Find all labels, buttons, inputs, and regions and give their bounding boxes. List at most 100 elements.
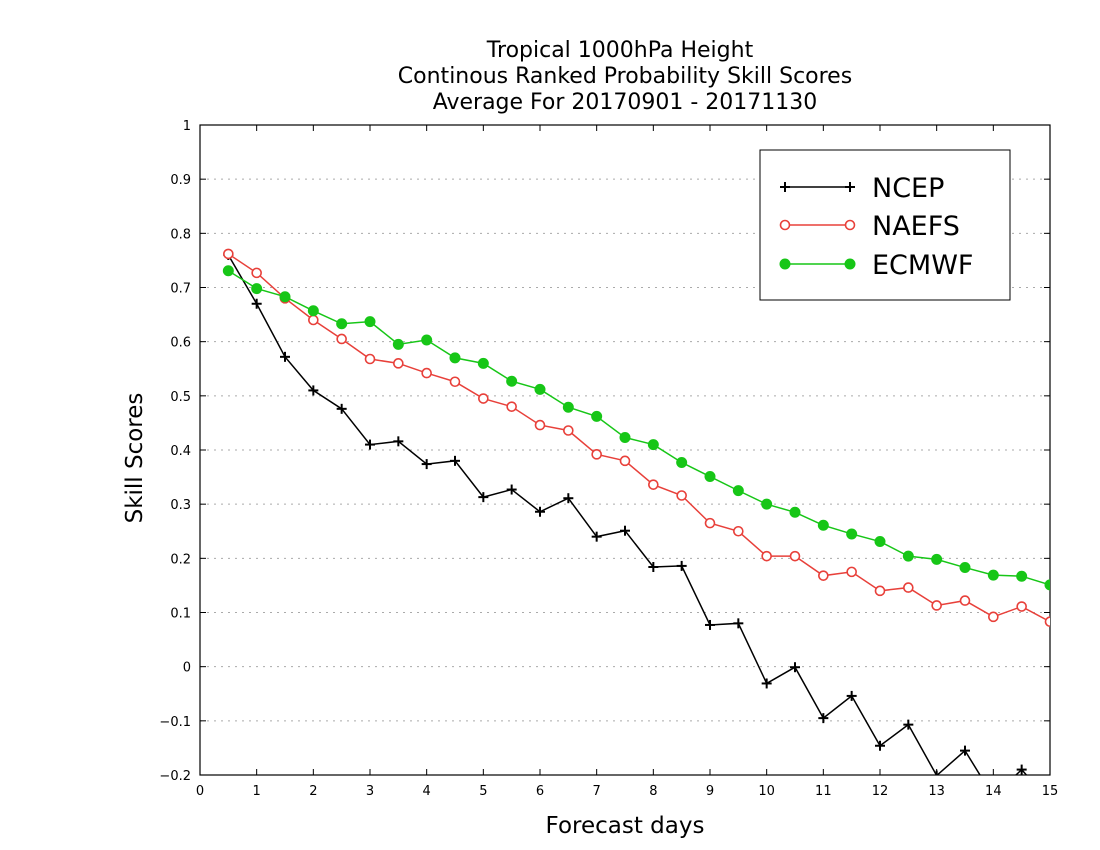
data-point-ncep <box>280 351 290 362</box>
data-point-ecmwf <box>392 338 404 350</box>
data-point-ncep <box>450 455 460 466</box>
data-point-ecmwf <box>704 471 716 483</box>
x-tick-labels: 0 1 2 3 4 5 6 7 8 9 10 11 12 13 14 15 <box>196 784 1058 799</box>
data-point-ncep <box>903 719 914 730</box>
data-point-naefs <box>931 600 942 611</box>
data-point-ncep <box>365 439 375 450</box>
data-point-ecmwf <box>846 528 858 540</box>
data-point-ncep <box>393 436 404 447</box>
data-point-naefs <box>364 353 376 365</box>
legend-marker-left-ecmwf <box>779 258 791 270</box>
data-point-ecmwf <box>222 265 234 277</box>
data-point-ecmwf <box>1016 570 1028 582</box>
data-point-ncep <box>931 770 942 775</box>
x-tick-label: 4 <box>423 784 431 799</box>
y-tick-label: 0.8 <box>170 227 191 242</box>
x-tick-label: 1 <box>253 784 261 799</box>
series-ncep <box>223 250 1028 775</box>
data-point-ecmwf <box>987 569 999 581</box>
data-point-ncep <box>875 740 885 751</box>
axis-ticks <box>199 124 1051 776</box>
data-point-ncep <box>818 713 829 724</box>
data-point-ncep <box>676 560 687 571</box>
data-point-naefs <box>534 419 546 431</box>
legend: NCEP NAEFS ECMWF <box>759 149 1011 301</box>
data-point-ecmwf <box>732 485 744 497</box>
data-point-naefs <box>449 376 461 388</box>
legend-label-ncep: NCEP <box>872 173 944 204</box>
data-point-naefs <box>506 401 517 412</box>
data-point-naefs <box>733 525 744 537</box>
x-axis-label: Forecast days <box>546 813 705 839</box>
x-tick-label: 6 <box>536 784 544 799</box>
data-point-ecmwf <box>676 456 688 468</box>
y-tick-label: 0.9 <box>170 173 191 188</box>
x-tick-label: 9 <box>706 784 714 799</box>
data-point-ecmwf <box>336 318 348 330</box>
data-point-naefs <box>648 479 659 490</box>
y-tick-label: 0.3 <box>170 498 191 513</box>
y-tick-label: 0.1 <box>170 607 191 622</box>
data-point-ecmwf <box>874 536 886 548</box>
data-point-naefs <box>336 333 347 345</box>
series-layer <box>222 248 1050 775</box>
data-point-ncep <box>591 531 602 542</box>
data-point-naefs <box>959 595 971 606</box>
data-point-naefs <box>761 550 772 562</box>
data-point-ncep <box>960 745 970 756</box>
data-point-naefs <box>988 611 999 623</box>
series-ecmwf <box>222 265 1050 591</box>
data-point-ecmwf <box>902 550 914 562</box>
data-point-naefs <box>251 267 262 279</box>
y-tick-label: −0.1 <box>159 715 191 730</box>
data-point-ecmwf <box>279 291 291 303</box>
data-point-naefs <box>393 358 404 369</box>
data-point-naefs <box>421 367 432 379</box>
x-tick-label: 12 <box>872 784 889 799</box>
data-point-naefs <box>308 314 319 326</box>
x-tick-label: 13 <box>928 784 945 799</box>
data-point-ecmwf <box>817 519 829 531</box>
data-point-ecmwf <box>619 432 631 444</box>
x-tick-label: 11 <box>815 784 832 799</box>
data-point-ecmwf <box>251 283 263 295</box>
data-point-ncep <box>251 298 262 309</box>
data-point-naefs <box>563 425 574 436</box>
data-point-ecmwf <box>534 383 546 395</box>
data-point-ncep <box>761 678 772 689</box>
series-line-ecmwf <box>227 270 1050 586</box>
series-line-ncep <box>227 254 1028 775</box>
chart-title: Tropical 1000hPa Height Continous Ranked… <box>398 38 852 115</box>
legend-marker-right-ncep <box>845 182 855 192</box>
y-tick-label: −0.2 <box>159 769 191 784</box>
x-tick-label: 15 <box>1042 784 1059 799</box>
y-tick-label: 0.7 <box>170 282 191 297</box>
data-point-ecmwf <box>449 352 461 364</box>
x-tick-label: 5 <box>479 784 487 799</box>
legend-item-ecmwf: ECMWF <box>779 250 973 281</box>
x-tick-label: 3 <box>366 784 374 799</box>
data-point-ncep <box>705 619 715 630</box>
data-point-ncep <box>336 403 347 414</box>
data-point-ecmwf <box>307 305 319 317</box>
data-point-naefs <box>1016 601 1027 612</box>
data-point-naefs <box>676 490 687 501</box>
data-point-naefs <box>1044 616 1050 628</box>
y-tick-label: 0.2 <box>170 552 191 567</box>
data-point-ncep <box>535 506 545 517</box>
data-point-ecmwf <box>931 553 943 565</box>
data-point-naefs <box>818 570 829 581</box>
legend-item-naefs: NAEFS <box>779 211 960 242</box>
data-point-ecmwf <box>477 357 489 369</box>
data-point-naefs <box>846 566 857 578</box>
chart-title-line-1: Tropical 1000hPa Height <box>486 38 754 63</box>
data-point-ecmwf <box>591 410 603 422</box>
legend-marker-left-naefs <box>779 219 791 231</box>
data-point-ncep <box>563 493 574 504</box>
legend-items: NCEP NAEFS ECMWF <box>779 173 973 281</box>
data-point-naefs <box>704 517 716 529</box>
legend-marker-right-naefs <box>844 219 856 231</box>
x-tick-label: 0 <box>196 784 204 799</box>
data-point-ecmwf <box>959 562 971 574</box>
chart-title-line-2: Continous Ranked Probability Skill Score… <box>398 64 852 89</box>
